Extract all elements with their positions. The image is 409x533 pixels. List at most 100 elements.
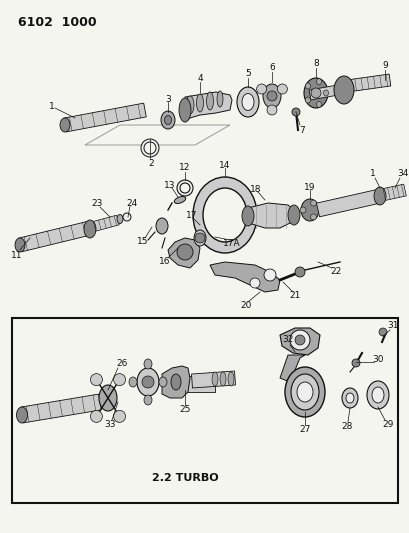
Text: 11: 11 xyxy=(11,251,22,260)
Ellipse shape xyxy=(262,84,280,108)
Ellipse shape xyxy=(179,98,191,122)
Text: 1: 1 xyxy=(49,101,55,110)
Circle shape xyxy=(142,376,154,388)
Ellipse shape xyxy=(193,177,256,253)
Text: 23: 23 xyxy=(91,199,102,208)
Ellipse shape xyxy=(196,94,203,112)
Ellipse shape xyxy=(371,387,383,403)
Polygon shape xyxy=(90,215,119,232)
Ellipse shape xyxy=(305,83,310,89)
Text: 2: 2 xyxy=(148,158,153,167)
Ellipse shape xyxy=(236,87,258,117)
Circle shape xyxy=(310,88,320,98)
Ellipse shape xyxy=(303,78,327,108)
Ellipse shape xyxy=(305,97,310,103)
Circle shape xyxy=(291,108,299,116)
Text: 34: 34 xyxy=(396,169,408,179)
Text: 7: 7 xyxy=(299,125,304,134)
Text: 31: 31 xyxy=(387,321,398,330)
Polygon shape xyxy=(18,221,92,252)
Polygon shape xyxy=(316,189,381,217)
Circle shape xyxy=(289,330,309,350)
Ellipse shape xyxy=(137,368,159,396)
Text: 12: 12 xyxy=(179,164,190,173)
Ellipse shape xyxy=(373,187,385,205)
Text: 8: 8 xyxy=(312,59,318,68)
Text: 9: 9 xyxy=(381,61,387,69)
Polygon shape xyxy=(162,366,189,398)
Ellipse shape xyxy=(227,372,234,386)
Text: 4: 4 xyxy=(197,74,202,83)
Ellipse shape xyxy=(220,372,225,386)
Circle shape xyxy=(277,84,287,94)
Text: 13: 13 xyxy=(164,181,175,190)
Ellipse shape xyxy=(287,205,299,225)
Text: 30: 30 xyxy=(371,356,383,365)
Text: 6102  1000: 6102 1000 xyxy=(18,16,97,29)
Text: 29: 29 xyxy=(381,421,393,430)
Circle shape xyxy=(299,207,305,213)
Text: 15: 15 xyxy=(137,237,148,246)
Ellipse shape xyxy=(211,372,218,386)
Ellipse shape xyxy=(284,367,324,417)
Polygon shape xyxy=(63,103,146,132)
Ellipse shape xyxy=(316,101,321,108)
Text: 24: 24 xyxy=(126,198,137,207)
Text: 2.2 TURBO: 2.2 TURBO xyxy=(151,473,218,483)
Ellipse shape xyxy=(16,407,27,423)
Text: 14: 14 xyxy=(219,160,230,169)
Ellipse shape xyxy=(366,381,388,409)
Text: 26: 26 xyxy=(116,359,127,368)
Ellipse shape xyxy=(144,359,152,369)
Text: 3: 3 xyxy=(165,94,171,103)
Polygon shape xyxy=(209,262,279,292)
Circle shape xyxy=(310,214,316,220)
Polygon shape xyxy=(20,394,101,423)
Text: 25: 25 xyxy=(179,406,190,415)
Ellipse shape xyxy=(129,377,137,387)
Ellipse shape xyxy=(300,199,318,221)
Ellipse shape xyxy=(316,78,321,85)
Circle shape xyxy=(294,335,304,345)
Circle shape xyxy=(90,410,102,422)
Ellipse shape xyxy=(290,374,318,410)
Text: 1: 1 xyxy=(369,169,375,179)
Ellipse shape xyxy=(144,395,152,405)
Circle shape xyxy=(90,374,102,385)
Circle shape xyxy=(144,142,155,154)
Text: 19: 19 xyxy=(303,182,315,191)
Polygon shape xyxy=(168,238,200,268)
Circle shape xyxy=(263,269,275,281)
Ellipse shape xyxy=(206,92,213,110)
Circle shape xyxy=(294,267,304,277)
Text: 17: 17 xyxy=(186,211,197,220)
Circle shape xyxy=(195,233,204,243)
Text: 17A: 17A xyxy=(222,238,240,247)
Ellipse shape xyxy=(155,218,168,234)
Ellipse shape xyxy=(241,206,254,226)
Ellipse shape xyxy=(60,118,70,132)
Polygon shape xyxy=(380,184,405,201)
Ellipse shape xyxy=(117,214,123,223)
Polygon shape xyxy=(279,355,304,382)
Bar xyxy=(12,318,397,503)
Text: 32: 32 xyxy=(282,335,293,344)
Ellipse shape xyxy=(216,91,222,107)
Ellipse shape xyxy=(333,76,353,104)
Circle shape xyxy=(378,328,386,336)
Text: 21: 21 xyxy=(289,290,300,300)
Ellipse shape xyxy=(15,238,25,252)
Circle shape xyxy=(123,213,131,221)
Text: 5: 5 xyxy=(245,69,250,77)
Circle shape xyxy=(113,410,125,422)
Text: 16: 16 xyxy=(159,257,170,266)
Text: 20: 20 xyxy=(240,302,251,311)
Ellipse shape xyxy=(186,96,193,114)
Polygon shape xyxy=(182,92,231,122)
Text: 33: 33 xyxy=(104,421,115,430)
Ellipse shape xyxy=(164,116,171,125)
Polygon shape xyxy=(191,371,235,388)
Circle shape xyxy=(310,200,316,206)
Ellipse shape xyxy=(296,382,312,402)
Ellipse shape xyxy=(323,90,328,96)
